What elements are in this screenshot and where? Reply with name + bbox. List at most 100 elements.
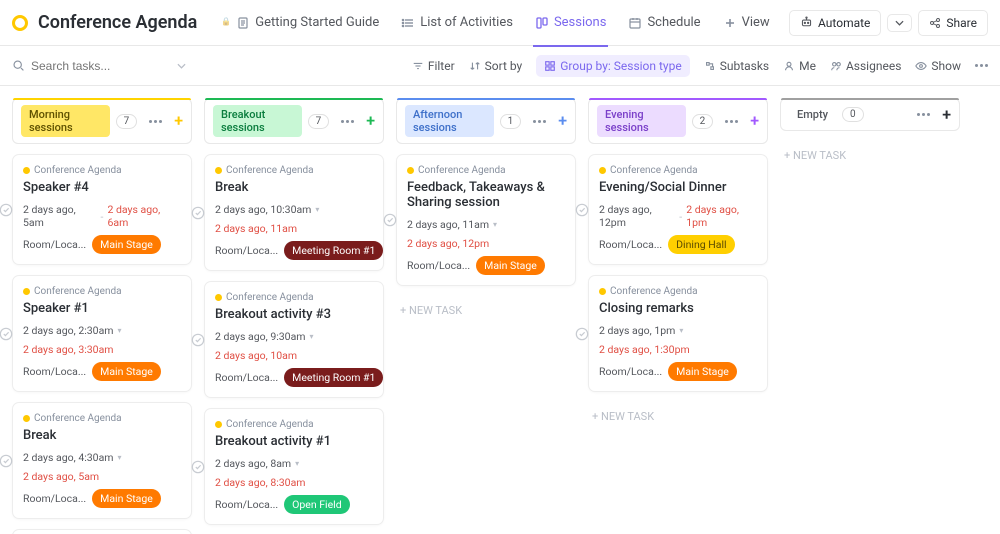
add-card-button[interactable]: + — [942, 107, 951, 123]
new-task-button[interactable]: + NEW TASK — [396, 296, 576, 325]
task-title: Speaker #1 — [23, 301, 181, 316]
automate-dropdown[interactable] — [887, 14, 912, 32]
add-card-button[interactable]: + — [366, 113, 375, 129]
chevron-down-icon: ▾ — [679, 326, 683, 335]
task-card[interactable]: Conference AgendaSpeaker #42 days ago, 5… — [12, 154, 192, 265]
tab-getting-started-guide[interactable]: Getting Started Guide — [211, 9, 389, 36]
column-title[interactable]: Breakout sessions — [213, 105, 302, 137]
complete-toggle[interactable] — [0, 203, 13, 217]
column-menu[interactable] — [917, 113, 930, 116]
people-icon — [830, 60, 842, 72]
calendar-icon — [628, 16, 642, 30]
location-pill: Meeting Room #1 — [284, 241, 383, 260]
task-breadcrumb: Conference Agenda — [215, 419, 373, 430]
task-card[interactable]: Conference AgendaBreak2 days ago, 10:30a… — [204, 154, 384, 271]
toolbar-right: Filter Sort by Group by: Session type Su… — [412, 55, 988, 77]
complete-toggle[interactable] — [383, 213, 397, 227]
complete-toggle[interactable] — [191, 460, 205, 474]
column-header: Breakout sessions7+ — [204, 98, 384, 144]
share-button[interactable]: Share — [918, 10, 988, 36]
task-card[interactable]: Conference AgendaEvening/Social Dinner2 … — [588, 154, 768, 265]
column-cards: Conference AgendaBreak2 days ago, 10:30a… — [204, 154, 384, 534]
column-menu[interactable] — [533, 120, 546, 123]
column-menu[interactable] — [149, 120, 162, 123]
add-card-button[interactable]: + — [750, 113, 759, 129]
column-breakout-sessions: Breakout sessions7+Conference AgendaBrea… — [204, 98, 384, 522]
column-title[interactable]: Afternoon sessions — [405, 105, 494, 137]
task-title: Feedback, Takeaways & Sharing session — [407, 180, 565, 210]
complete-toggle[interactable] — [191, 206, 205, 220]
location-pill: Main Stage — [92, 489, 161, 508]
chevron-down-icon[interactable] — [177, 63, 186, 69]
list-icon — [401, 16, 415, 30]
search-input[interactable] — [31, 59, 151, 73]
more-menu[interactable] — [975, 64, 988, 67]
column-menu[interactable] — [341, 120, 354, 123]
column-menu[interactable] — [725, 120, 738, 123]
task-card[interactable]: Conference AgendaBreak2 days ago, 4:30am… — [12, 402, 192, 519]
location-label: Room/Loca... — [599, 238, 662, 251]
task-title: Evening/Social Dinner — [599, 180, 757, 195]
share-icon — [929, 17, 941, 29]
doc-icon — [236, 16, 250, 30]
tab-sessions[interactable]: Sessions — [525, 9, 617, 36]
subtasks-icon — [704, 60, 716, 72]
task-title: Break — [23, 428, 181, 443]
column-title[interactable]: Morning sessions — [21, 105, 110, 137]
new-task-button[interactable]: + NEW TASK — [588, 402, 768, 431]
status-dot-icon — [599, 167, 606, 174]
show-button[interactable]: Show — [915, 59, 961, 73]
chevron-down-icon: ▾ — [118, 326, 122, 335]
column-title[interactable]: Evening sessions — [597, 105, 686, 137]
column-header: Morning sessions7+ — [12, 98, 192, 144]
task-card[interactable]: Conference AgendaClosing remarks2 days a… — [588, 275, 768, 392]
chevron-down-icon: ▾ — [118, 453, 122, 462]
filter-button[interactable]: Filter — [412, 59, 455, 73]
task-card[interactable]: Conference AgendaLunch2 days ago, 6am - … — [12, 529, 192, 534]
location-pill: Main Stage — [92, 235, 161, 254]
location-label: Room/Loca... — [599, 365, 662, 378]
task-end-date: 2 days ago, 11am — [215, 222, 297, 235]
task-start-date: 2 days ago, 11am — [407, 218, 489, 231]
location-pill: Main Stage — [92, 362, 161, 381]
complete-toggle[interactable] — [0, 327, 13, 341]
sort-icon — [469, 60, 481, 72]
sort-button[interactable]: Sort by — [469, 59, 523, 73]
new-task-button[interactable]: + NEW TASK — [780, 141, 960, 170]
column-afternoon-sessions: Afternoon sessions1+Conference AgendaFee… — [396, 98, 576, 522]
add-card-button[interactable]: + — [558, 113, 567, 129]
task-end-date: 2 days ago, 10am — [215, 349, 297, 362]
column-cards: Conference Agenda Feedback, Takeaways & S… — [396, 154, 576, 325]
task-breadcrumb: Conference Agenda — [407, 165, 565, 176]
complete-toggle[interactable] — [575, 203, 589, 217]
status-dot-icon — [23, 415, 30, 422]
task-start-date: 2 days ago, 12pm — [599, 203, 675, 229]
me-button[interactable]: Me — [783, 59, 816, 73]
location-label: Room/Loca... — [407, 259, 470, 272]
task-breadcrumb: Conference Agenda — [599, 286, 757, 297]
group-by-button[interactable]: Group by: Session type — [536, 55, 689, 77]
assignees-button[interactable]: Assignees — [830, 59, 901, 73]
subtasks-button[interactable]: Subtasks — [704, 59, 769, 73]
complete-toggle[interactable] — [191, 333, 205, 347]
task-start-date: 2 days ago, 9:30am — [215, 330, 306, 343]
tab-list-of-activities[interactable]: List of Activities — [391, 9, 523, 36]
column-title[interactable]: Empty — [789, 105, 836, 124]
task-card[interactable]: Conference AgendaBreakout activity #12 d… — [204, 408, 384, 525]
column-count: 2 — [692, 114, 714, 129]
robot-icon — [800, 16, 813, 29]
search-wrap — [12, 59, 402, 73]
group-icon — [544, 60, 556, 72]
column-cards: + NEW TASK — [780, 141, 960, 170]
complete-toggle[interactable] — [575, 327, 589, 341]
add-card-button[interactable]: + — [174, 113, 183, 129]
complete-toggle[interactable] — [0, 454, 13, 468]
automate-button[interactable]: Automate — [789, 10, 881, 36]
tab-schedule[interactable]: Schedule — [618, 9, 710, 36]
location-pill: Main Stage — [476, 256, 545, 275]
task-title: Speaker #4 — [23, 180, 181, 195]
tab-view[interactable]: View — [713, 9, 780, 36]
task-card[interactable]: Conference AgendaSpeaker #12 days ago, 2… — [12, 275, 192, 392]
task-card[interactable]: Conference AgendaBreakout activity #32 d… — [204, 281, 384, 398]
task-card[interactable]: Conference Agenda Feedback, Takeaways & S… — [396, 154, 576, 286]
